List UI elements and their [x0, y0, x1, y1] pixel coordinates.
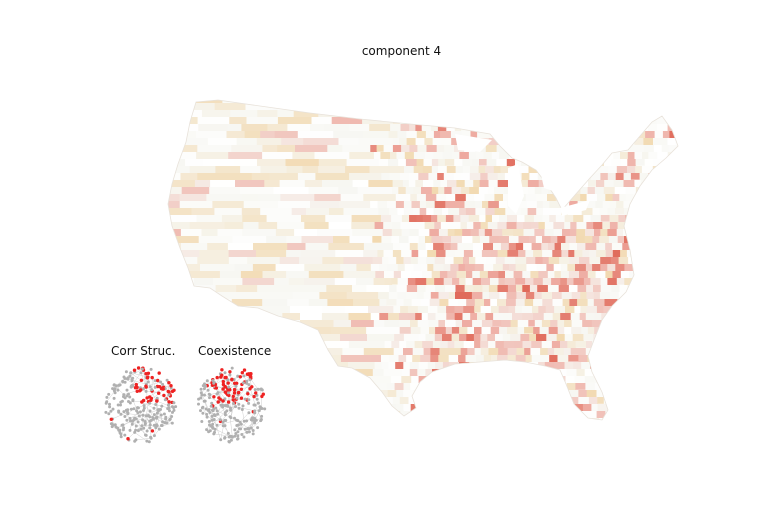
lake-michigan — [508, 164, 524, 214]
county-tiles — [168, 100, 678, 420]
inset-label-corr-struc: Corr Struc. — [111, 344, 176, 358]
network-coexistence — [197, 366, 267, 444]
figure-title: component 4 — [361, 44, 442, 58]
network-corr-struc — [104, 366, 178, 444]
lake-superior — [455, 134, 492, 152]
lake-erie — [560, 200, 590, 216]
inset-label-coexistence: Coexistence — [198, 344, 272, 358]
lake-huron — [540, 170, 556, 192]
